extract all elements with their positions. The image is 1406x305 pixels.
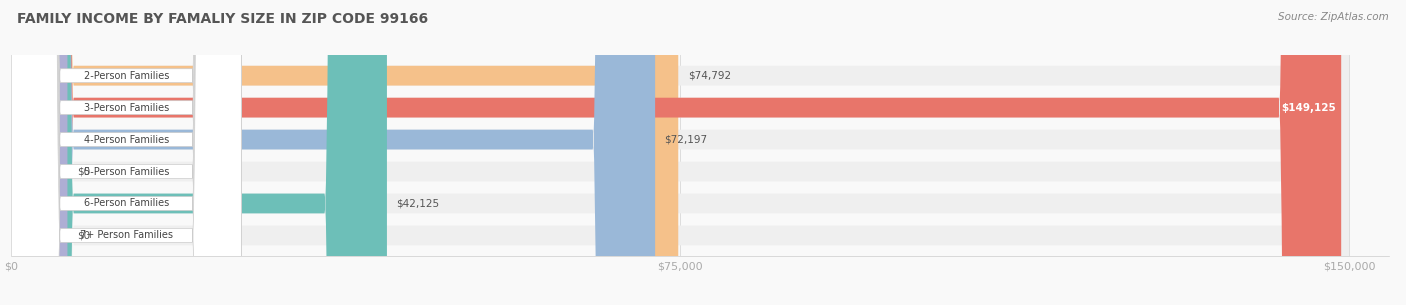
FancyBboxPatch shape — [11, 0, 242, 305]
Text: 4-Person Families: 4-Person Families — [84, 135, 169, 145]
Text: 5-Person Families: 5-Person Families — [83, 167, 169, 177]
Text: FAMILY INCOME BY FAMALIY SIZE IN ZIP CODE 99166: FAMILY INCOME BY FAMALIY SIZE IN ZIP COD… — [17, 12, 427, 26]
FancyBboxPatch shape — [11, 0, 1348, 305]
Text: 7+ Person Families: 7+ Person Families — [80, 231, 173, 240]
Text: 2-Person Families: 2-Person Families — [83, 71, 169, 81]
Text: $149,125: $149,125 — [1281, 102, 1336, 113]
FancyBboxPatch shape — [11, 0, 242, 305]
FancyBboxPatch shape — [11, 0, 1348, 305]
FancyBboxPatch shape — [11, 0, 67, 305]
Text: 6-Person Families: 6-Person Families — [84, 199, 169, 209]
Text: 3-Person Families: 3-Person Families — [84, 102, 169, 113]
FancyBboxPatch shape — [11, 0, 1341, 305]
FancyBboxPatch shape — [11, 0, 242, 305]
Text: $74,792: $74,792 — [688, 71, 731, 81]
FancyBboxPatch shape — [11, 0, 1348, 305]
FancyBboxPatch shape — [11, 0, 678, 305]
Text: Source: ZipAtlas.com: Source: ZipAtlas.com — [1278, 12, 1389, 22]
Text: $72,197: $72,197 — [665, 135, 707, 145]
FancyBboxPatch shape — [11, 0, 67, 305]
FancyBboxPatch shape — [11, 0, 1348, 305]
FancyBboxPatch shape — [11, 0, 242, 305]
FancyBboxPatch shape — [11, 0, 242, 305]
FancyBboxPatch shape — [11, 0, 655, 305]
Text: $0: $0 — [77, 231, 90, 240]
FancyBboxPatch shape — [11, 0, 242, 305]
Text: $0: $0 — [77, 167, 90, 177]
FancyBboxPatch shape — [11, 0, 1348, 305]
Text: $42,125: $42,125 — [396, 199, 440, 209]
FancyBboxPatch shape — [11, 0, 1348, 305]
FancyBboxPatch shape — [11, 0, 387, 305]
